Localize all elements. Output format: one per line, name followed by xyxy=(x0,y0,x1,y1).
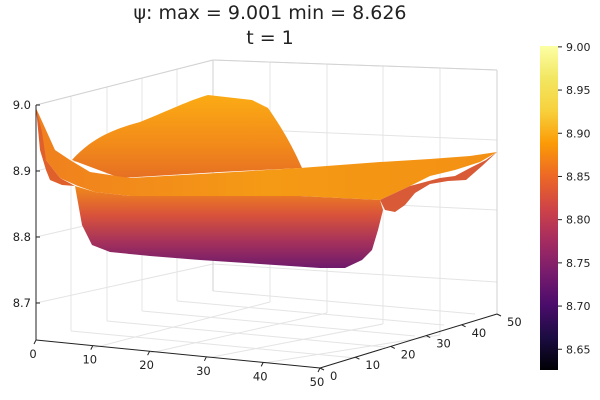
surface-ridge xyxy=(36,108,497,200)
x-tick-label: 0 xyxy=(29,347,36,361)
surface-back-hump xyxy=(72,95,302,178)
y-tick-label: 0 xyxy=(330,369,337,383)
surface-right-tail xyxy=(380,152,497,212)
colorbar-tick-labels: 8.65 8.70 8.75 8.80 8.85 8.90 8.95 9.00 xyxy=(558,41,591,356)
x-tick-label: 40 xyxy=(253,369,268,383)
surface-left-edge xyxy=(36,108,75,186)
colorbar-tick-label: 8.75 xyxy=(566,257,591,270)
y-tick-mark xyxy=(425,335,431,339)
y-tick-label: 20 xyxy=(401,347,416,361)
x-tick-mark xyxy=(317,367,321,373)
colorbar-tick-label: 9.00 xyxy=(566,41,591,54)
colorbar xyxy=(540,46,558,370)
x-tick-mark xyxy=(260,362,264,367)
x-tick-mark xyxy=(147,350,151,356)
z-tick-label: 8.7 xyxy=(13,296,31,310)
chart-subtitle: t = 1 xyxy=(246,27,294,49)
x-tick-mark xyxy=(203,356,207,362)
chart-title: ψ: max = 9.001 min = 8.626 xyxy=(133,2,406,24)
y-tick-label: 50 xyxy=(507,315,522,329)
y-tick-label: 30 xyxy=(436,337,451,351)
y-tick-mark xyxy=(496,313,502,317)
z-tick-label: 8.9 xyxy=(13,164,31,178)
x-tick-label: 30 xyxy=(196,364,211,378)
y-tick-label: 10 xyxy=(365,358,380,372)
colorbar-gradient xyxy=(540,46,558,370)
x-tick-mark xyxy=(33,339,37,345)
surface-front xyxy=(75,186,383,268)
colorbar-tick-label: 8.80 xyxy=(566,214,591,227)
colorbar-tick-label: 8.95 xyxy=(566,84,591,97)
y-tick-mark xyxy=(390,345,396,349)
y-tick-label: 40 xyxy=(472,326,487,340)
colorbar-tick-label: 8.85 xyxy=(566,170,591,183)
x-tick-label: 50 xyxy=(310,375,325,389)
y-tick-mark xyxy=(355,356,360,360)
z-tick-labels: 8.7 8.8 8.9 9.0 xyxy=(13,98,40,310)
x-tick-label: 10 xyxy=(82,353,97,367)
y-tick-mark xyxy=(461,324,466,328)
z-tick-label: 8.8 xyxy=(13,230,31,244)
axes xyxy=(35,105,498,369)
colorbar-tick-label: 8.65 xyxy=(566,343,591,356)
x-tick-label: 20 xyxy=(139,358,154,372)
colorbar-tick-label: 8.90 xyxy=(566,127,591,140)
x-tick-labels: 0 10 20 30 40 50 xyxy=(29,339,325,389)
x-tick-mark xyxy=(90,345,94,350)
colorbar-tick-label: 8.70 xyxy=(566,300,591,313)
surface-plot xyxy=(36,95,497,268)
y-tick-labels: 0 10 20 30 40 50 xyxy=(319,313,522,383)
z-tick-label: 9.0 xyxy=(13,98,31,112)
y-tick-mark xyxy=(319,367,325,371)
